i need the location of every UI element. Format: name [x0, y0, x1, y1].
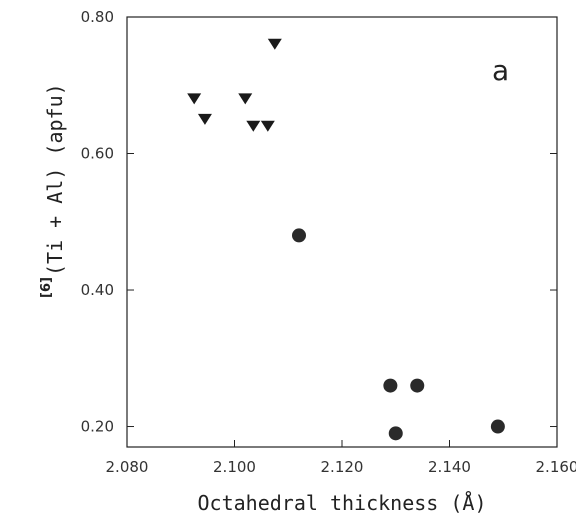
triangle-data-point — [260, 120, 275, 132]
circle-data-point — [388, 426, 403, 441]
x-axis-title: Octahedral thickness (Å) — [198, 491, 487, 515]
circle-data-point — [292, 228, 306, 243]
x-tick-label: 2.080 — [106, 458, 149, 476]
triangle-data-point — [187, 93, 202, 105]
y-axis-title: (Ti + Al) (apfu) — [43, 83, 67, 276]
x-tick-label: 2.140 — [428, 458, 471, 476]
y-tick-label: 0.40 — [81, 281, 114, 299]
circle-data-point — [490, 419, 505, 434]
y-axis-ticks: 0.20 0.40 0.60 0.80 — [81, 8, 557, 436]
y-tick-label: 0.80 — [81, 8, 114, 26]
triangle-data-point — [197, 113, 212, 125]
y-axis-title-group: [6] (Ti + Al) (apfu) — [39, 83, 67, 298]
x-tick-label: 2.120 — [321, 458, 364, 476]
y-tick-label: 0.60 — [81, 145, 114, 163]
y-tick-label: 0.20 — [81, 418, 114, 436]
data-points — [187, 38, 505, 441]
circle-data-point — [410, 378, 425, 393]
x-tick-label: 2.160 — [536, 458, 576, 476]
x-tick-label: 2.100 — [213, 458, 256, 476]
circle-data-point — [383, 378, 398, 393]
triangle-data-point — [246, 120, 261, 132]
triangle-data-point — [238, 93, 253, 105]
x-axis-ticks: 2.080 2.100 2.120 2.140 2.160 — [106, 440, 576, 476]
panel-label: a — [492, 54, 509, 87]
y-axis-title-superscript: [6] — [39, 277, 54, 298]
triangle-data-point — [267, 38, 282, 50]
